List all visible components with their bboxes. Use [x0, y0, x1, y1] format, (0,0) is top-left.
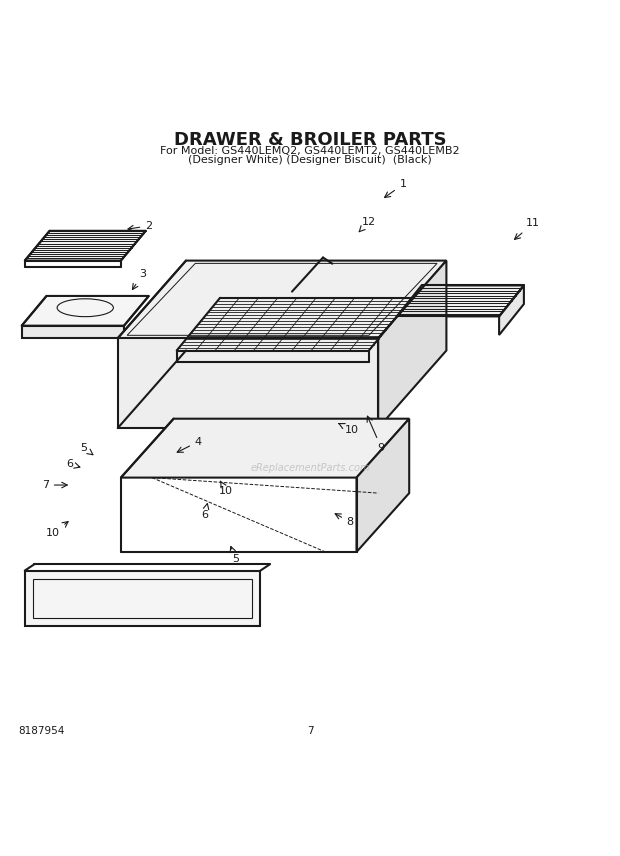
- Polygon shape: [118, 338, 378, 428]
- Text: 7: 7: [42, 480, 68, 490]
- Text: 2: 2: [128, 221, 153, 231]
- Polygon shape: [22, 296, 149, 325]
- Text: 10: 10: [46, 521, 68, 538]
- Text: 8187954: 8187954: [19, 726, 65, 735]
- Text: DRAWER & BROILER PARTS: DRAWER & BROILER PARTS: [174, 131, 446, 149]
- Text: 6: 6: [66, 459, 80, 469]
- Text: 8: 8: [335, 514, 354, 527]
- Text: 5: 5: [80, 443, 93, 455]
- Text: 9: 9: [367, 416, 385, 453]
- Text: 7: 7: [307, 726, 313, 735]
- Text: 5: 5: [230, 546, 239, 564]
- Polygon shape: [499, 285, 524, 335]
- Polygon shape: [25, 571, 260, 627]
- Polygon shape: [356, 419, 409, 552]
- Text: 10: 10: [339, 424, 358, 435]
- Text: eReplacementParts.com: eReplacementParts.com: [250, 463, 370, 473]
- Text: 1: 1: [384, 180, 407, 198]
- Polygon shape: [177, 298, 412, 350]
- Polygon shape: [22, 325, 124, 338]
- Polygon shape: [397, 285, 524, 317]
- Text: 6: 6: [201, 503, 209, 520]
- Text: 11: 11: [515, 218, 540, 240]
- Text: (Designer White) (Designer Biscuit)  (Black): (Designer White) (Designer Biscuit) (Bla…: [188, 155, 432, 164]
- Text: For Model: GS440LEMQ2, GS440LEMT2, GS440LEMB2: For Model: GS440LEMQ2, GS440LEMT2, GS440…: [160, 146, 460, 156]
- Text: 4: 4: [177, 437, 202, 452]
- Polygon shape: [378, 260, 446, 428]
- Text: 3: 3: [133, 270, 146, 289]
- Polygon shape: [25, 231, 146, 260]
- Text: 10: 10: [219, 481, 233, 496]
- Polygon shape: [118, 260, 446, 338]
- Text: 12: 12: [359, 217, 376, 232]
- Polygon shape: [121, 419, 409, 478]
